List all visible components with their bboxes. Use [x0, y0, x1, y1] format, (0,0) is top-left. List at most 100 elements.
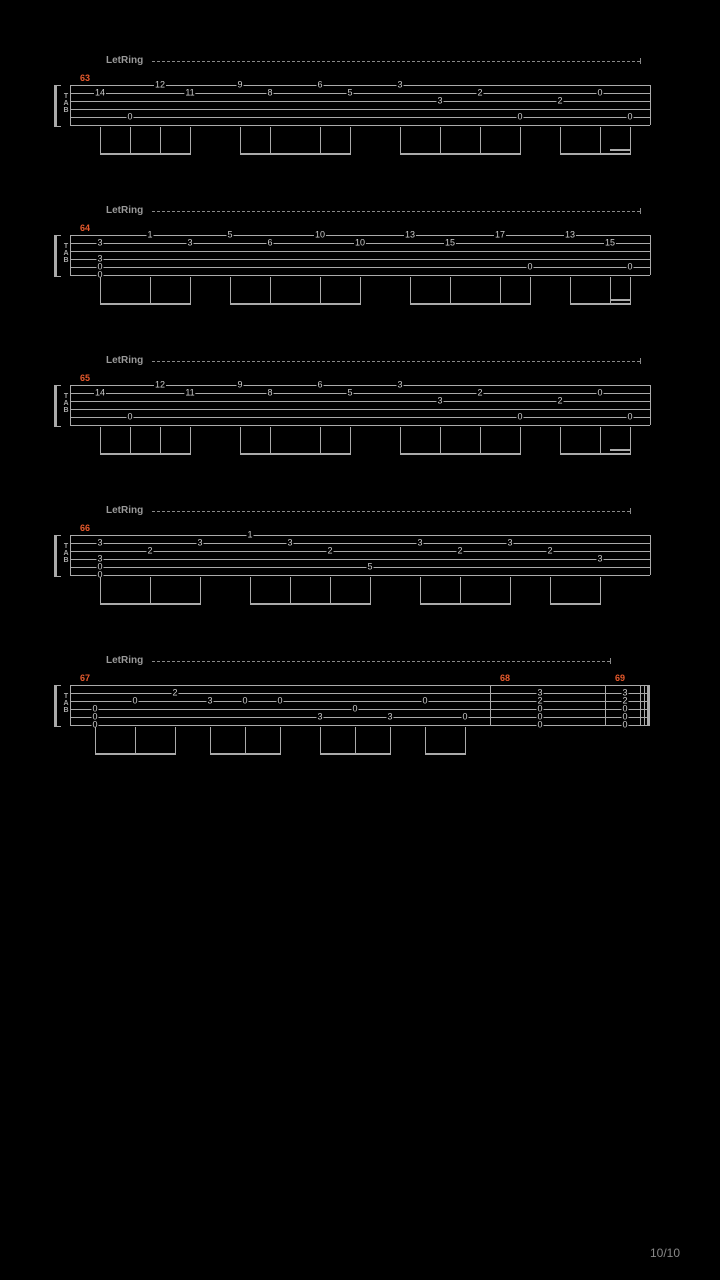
fret-number: 0 [626, 413, 633, 422]
stem [200, 577, 201, 603]
beam [240, 453, 351, 455]
stem [160, 127, 161, 153]
stem [270, 277, 271, 303]
letring-line [152, 661, 610, 662]
stem [530, 277, 531, 303]
fret-number: 1 [246, 531, 253, 540]
stem [280, 727, 281, 753]
fret-number: 3 [506, 539, 513, 548]
letring-end [610, 658, 611, 664]
barline [490, 685, 491, 725]
beam [410, 303, 531, 305]
stem [190, 277, 191, 303]
beam [400, 153, 521, 155]
tab-staff: TAB140121198653320200 [70, 385, 650, 425]
fret-number: 13 [404, 231, 416, 240]
bar-number: 64 [80, 223, 90, 233]
beam [100, 303, 191, 305]
stem [370, 577, 371, 603]
barline [650, 535, 651, 575]
beam [210, 753, 281, 755]
fret-number: 2 [556, 97, 563, 106]
fret-number: 2 [146, 547, 153, 556]
fret-number: 0 [276, 697, 283, 706]
stem [270, 427, 271, 453]
barline [640, 685, 641, 725]
fret-number: 9 [236, 381, 243, 390]
beam [420, 603, 511, 605]
letring-end [640, 358, 641, 364]
stem [560, 127, 561, 153]
barline [70, 685, 71, 725]
letring-end [640, 208, 641, 214]
barline [650, 85, 651, 125]
stem [350, 427, 351, 453]
fret-number: 3 [96, 239, 103, 248]
beam [240, 153, 351, 155]
fret-number: 17 [494, 231, 506, 240]
fret-number: 0 [626, 113, 633, 122]
fret-number: 15 [444, 239, 456, 248]
fret-number: 14 [94, 389, 106, 398]
beam [425, 753, 466, 755]
fret-number: 2 [456, 547, 463, 556]
stem [320, 277, 321, 303]
stem [600, 577, 601, 603]
letring-line [152, 361, 640, 362]
stem [250, 577, 251, 603]
tab-system: LetRing63TAB140121198653320200 [70, 55, 650, 195]
fret-number: 0 [131, 697, 138, 706]
letring-end [640, 58, 641, 64]
stem [320, 727, 321, 753]
fret-number: 11 [184, 389, 195, 398]
fret-number: 3 [316, 713, 323, 722]
fret-number: 5 [366, 563, 373, 572]
letring-line [152, 511, 630, 512]
stem [290, 577, 291, 603]
stem [320, 427, 321, 453]
fret-number: 3 [286, 539, 293, 548]
stem [130, 127, 131, 153]
fret-number: 0 [241, 697, 248, 706]
stem [570, 277, 571, 303]
beam [230, 303, 361, 305]
fret-number: 5 [346, 89, 353, 98]
stem [600, 127, 601, 153]
fret-number: 0 [516, 413, 523, 422]
barline [70, 85, 71, 125]
fret-number: 3 [436, 397, 443, 406]
bar-number: 65 [80, 373, 90, 383]
bar-number: 66 [80, 523, 90, 533]
stem [320, 127, 321, 153]
page-number: 10/10 [650, 1246, 680, 1260]
stem [560, 427, 561, 453]
stem [190, 127, 191, 153]
stem [150, 577, 151, 603]
stem [420, 577, 421, 603]
barline [650, 235, 651, 275]
stem [440, 427, 441, 453]
stem [510, 577, 511, 603]
tab-system: LetRing676869TAB00002300303003200032000 [70, 655, 650, 795]
fret-number: 0 [596, 389, 603, 398]
stem [350, 127, 351, 153]
beam-secondary [610, 149, 631, 151]
fret-number: 2 [476, 89, 483, 98]
stem [520, 127, 521, 153]
fret-number: 3 [206, 697, 213, 706]
fret-number: 0 [126, 413, 133, 422]
fret-number: 13 [564, 231, 576, 240]
stem [360, 277, 361, 303]
stem [460, 577, 461, 603]
fret-number: 0 [626, 263, 633, 272]
letring-end [630, 508, 631, 514]
beam [570, 303, 631, 305]
beam [400, 453, 521, 455]
stem [210, 727, 211, 753]
stem [240, 127, 241, 153]
stem [175, 727, 176, 753]
beam [550, 603, 601, 605]
bar-number: 63 [80, 73, 90, 83]
fret-number: 0 [536, 721, 543, 730]
fret-number: 2 [546, 547, 553, 556]
